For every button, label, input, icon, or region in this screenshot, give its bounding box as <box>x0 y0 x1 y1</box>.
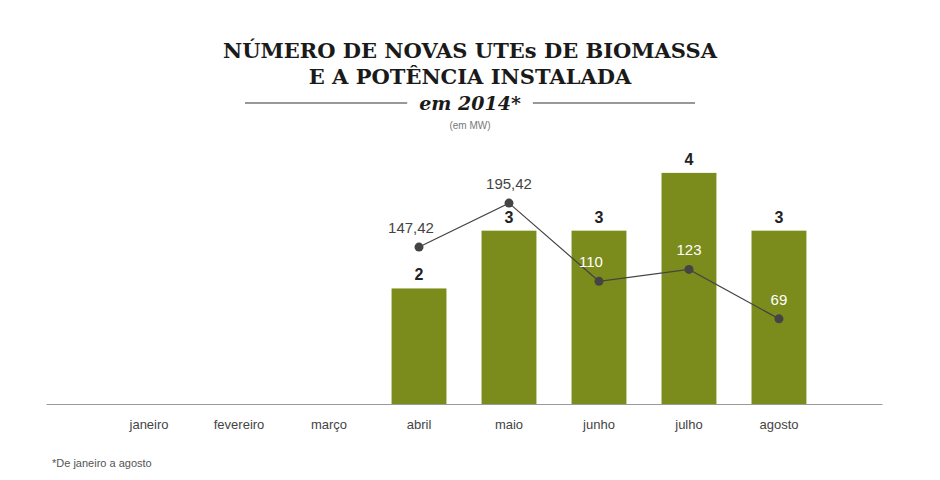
x-tick-label: abril <box>407 417 432 432</box>
bar-label: 2 <box>415 266 424 283</box>
x-tick: janeiro <box>129 417 169 432</box>
bar-label: 4 <box>685 151 694 168</box>
x-tick: agosto <box>759 417 798 432</box>
bar <box>392 288 447 404</box>
point <box>504 199 513 208</box>
subtitle: em 2014* <box>419 92 521 114</box>
title: NÚMERO DE NOVAS UTEs DE BIOMASSA <box>223 38 718 63</box>
plot-marks <box>392 173 807 404</box>
bar-label: 3 <box>775 209 784 226</box>
x-tick-label: maio <box>495 417 523 432</box>
bar <box>572 231 627 404</box>
x-tick: maio <box>495 417 523 432</box>
x-tick-label: julho <box>674 417 702 432</box>
line-label: 110 <box>579 253 603 270</box>
bar-label: 3 <box>595 209 604 226</box>
point <box>415 243 424 252</box>
line-label: 123 <box>676 241 701 258</box>
bar-label: 3 <box>505 209 514 226</box>
bar <box>482 231 537 404</box>
unit-label: (em MW) <box>449 120 490 131</box>
x-tick-label: agosto <box>759 417 798 432</box>
subtitle-rule <box>245 103 407 104</box>
point <box>774 314 783 323</box>
bar <box>752 231 807 404</box>
title: E A POTÊNCIA INSTALADA <box>309 64 632 89</box>
line <box>419 203 779 319</box>
x-tick: abril <box>407 417 432 432</box>
x-axis: janeiro fevereiro março abril maio junho julho… <box>47 405 883 433</box>
background <box>0 0 940 480</box>
x-tick-label: março <box>311 417 347 432</box>
line-label: 195,42 <box>486 175 532 192</box>
data-labels: 2 3 3 4 3 147,42 195,42 110 123 69 <box>388 151 787 308</box>
footnote: *De janeiro a agosto <box>52 457 152 469</box>
bar <box>662 173 717 404</box>
chart: NÚMERO DE NOVAS UTEs DE BIOMASSAE A POTÊ… <box>0 0 940 480</box>
x-tick: julho <box>674 417 702 432</box>
subtitle-rule <box>533 103 695 104</box>
x-tick-label: janeiro <box>129 417 169 432</box>
x-tick-label: fevereiro <box>214 417 265 432</box>
x-tick-label: junho <box>582 417 615 432</box>
x-tick: fevereiro <box>214 417 265 432</box>
line-label: 147,42 <box>388 219 434 236</box>
line-label: 69 <box>771 291 788 308</box>
point <box>594 277 603 286</box>
point <box>684 265 693 274</box>
x-tick: junho <box>582 417 615 432</box>
x-tick: março <box>311 417 347 432</box>
x-axis-line <box>47 404 883 405</box>
